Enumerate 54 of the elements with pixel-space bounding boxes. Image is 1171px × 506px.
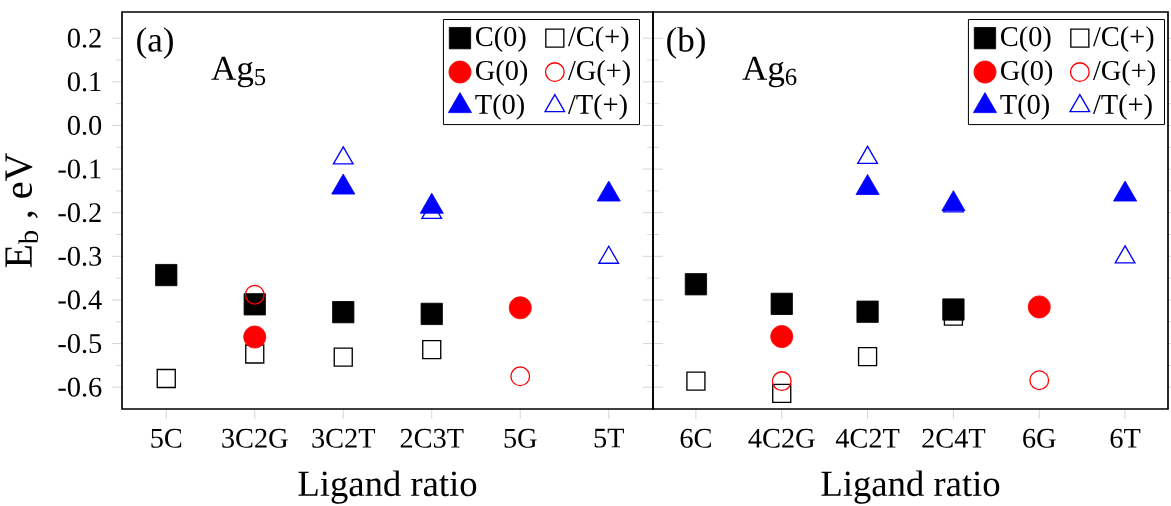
annotation: (a) — [137, 27, 173, 59]
y-axis-title: E$_{b}$ , eV — [5, 153, 39, 268]
point — [855, 174, 880, 195]
point — [857, 145, 879, 165]
point — [856, 300, 879, 323]
legend-label: G(0) — [1001, 60, 1053, 86]
y-tick-label: -0.3 — [58, 246, 102, 266]
x-tick-label: 5G — [504, 428, 537, 448]
point — [857, 346, 878, 367]
x-tick-label: 3C2G — [222, 428, 288, 448]
point — [686, 371, 706, 391]
y-tick-label: 0.2 — [67, 28, 101, 48]
x-tick-label: 6T — [1110, 428, 1141, 448]
point — [684, 273, 708, 296]
legend-label: T(0) — [1000, 94, 1049, 120]
x-tick-label: 6C — [680, 428, 711, 448]
legend-label: /G(+) — [567, 60, 630, 86]
legend-label: /G(+) — [1092, 60, 1155, 86]
y-tick-label: 0.0 — [67, 115, 102, 136]
legend-label: /T(+) — [1092, 94, 1152, 120]
x-tick-label: 5C — [151, 428, 182, 448]
x-tick-label: 3C2T — [312, 428, 376, 448]
y-tick-label: -0.6 — [58, 377, 102, 397]
point — [1029, 370, 1050, 391]
legend-label: C(0) — [1001, 26, 1051, 52]
x-tick-label: 2C4T — [922, 428, 986, 448]
point — [770, 325, 794, 348]
y-tick-label: -0.5 — [58, 333, 102, 354]
legend-label: /T(+) — [567, 94, 627, 120]
legend-label: C(0) — [476, 26, 526, 52]
x-tick-label: 6G — [1023, 428, 1056, 448]
x-axis-title: Ligand ratio — [298, 470, 477, 504]
x-tick-label: 2C3T — [400, 428, 464, 448]
x-axis-title: Ligand ratio — [821, 470, 1000, 504]
legend-label: G(0) — [476, 60, 528, 86]
x-tick-label: 4C2G — [748, 428, 815, 448]
y-tick-label: -0.2 — [58, 203, 101, 223]
legend-label: T(0) — [475, 94, 524, 120]
point — [1114, 245, 1136, 264]
point — [1027, 295, 1051, 319]
point — [770, 292, 793, 315]
y-tick-label: -0.4 — [58, 290, 102, 310]
point — [1113, 180, 1138, 202]
y-tick-label: 0.1 — [67, 72, 101, 92]
annotation: (b) — [667, 27, 705, 59]
x-tick-label: 5T — [594, 428, 625, 448]
point — [772, 383, 792, 403]
annotation: Ag$_{5}$ — [211, 56, 266, 88]
legend-label: /C(+) — [1092, 26, 1154, 52]
point — [771, 371, 792, 392]
legend-label: /C(+) — [567, 26, 629, 52]
y-tick-label: -0.1 — [58, 159, 101, 179]
x-tick-label: 4C2T — [835, 428, 900, 448]
annotation: Ag$_{6}$ — [742, 56, 797, 88]
